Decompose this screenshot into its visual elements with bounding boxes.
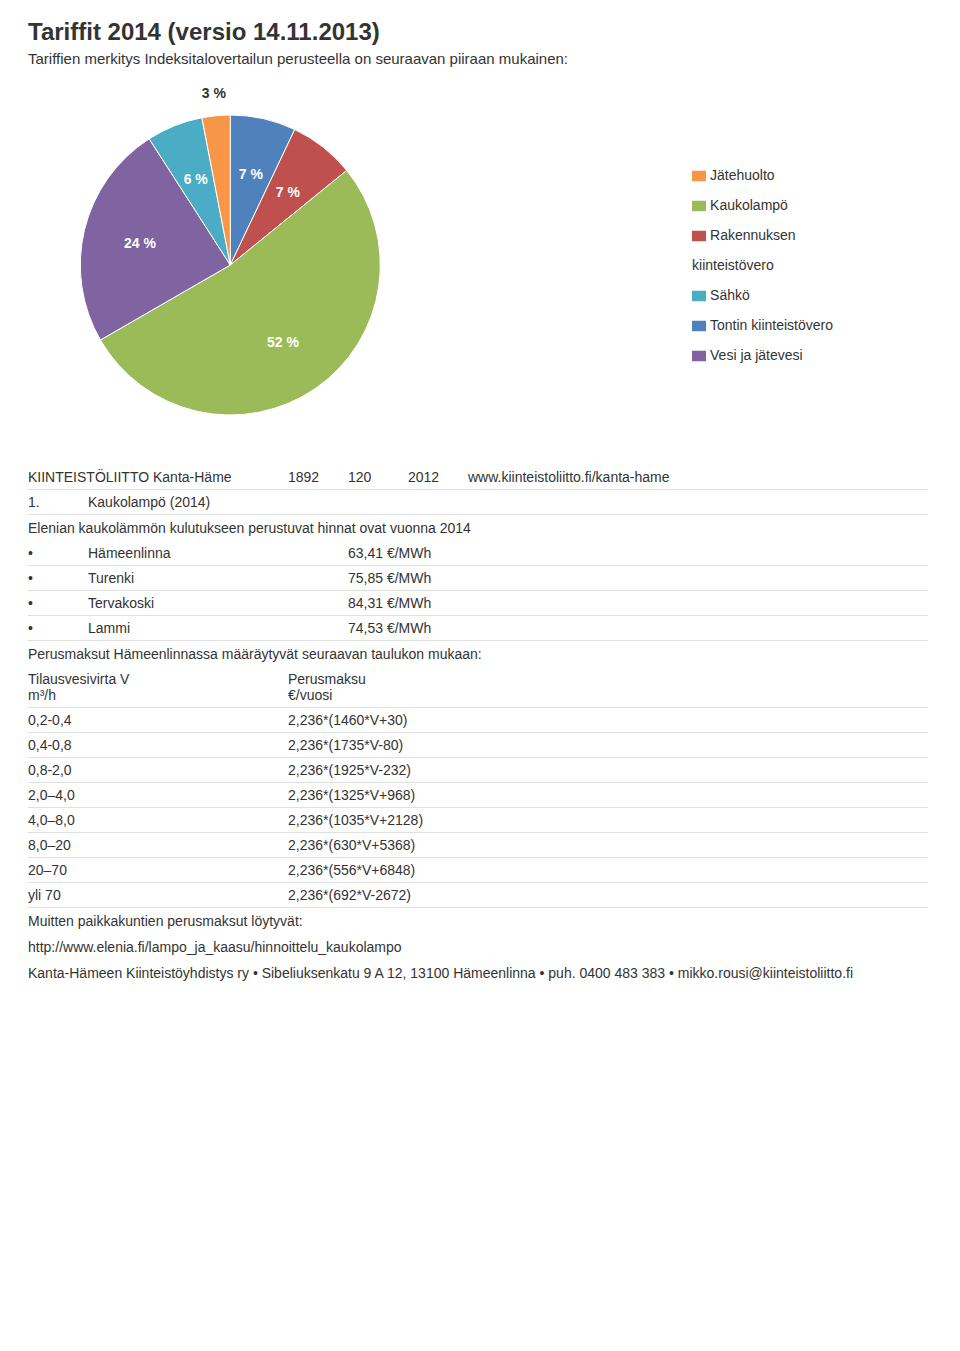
- html-text:Hämeenlinna: Hämeenlinna: [88, 545, 171, 561]
- html-text:Tervakoski: Tervakoski: [88, 595, 155, 611]
- html-text:4,0–8,0: 4,0–8,0: [28, 812, 75, 828]
- html-text:75,85 €/MWh: 75,85 €/MWh: [348, 570, 432, 586]
- html-text:Lammi: Lammi: [88, 620, 130, 636]
- svg-text:7 %: 7 %: [239, 166, 264, 182]
- html-text:Kaukolampö (2014): Kaukolampö (2014): [88, 494, 211, 510]
- html-text:Perusmaksu €/vuosi: Perusmaksu €/vuosi: [288, 671, 366, 703]
- html-text:Tilausvesivirta V m³/h: Tilausvesivirta V m³/h: [28, 671, 130, 703]
- html-text:0,2-0,4: 0,2-0,4: [28, 712, 72, 728]
- html-text:74,53 €/MWh: 74,53 €/MWh: [348, 620, 432, 636]
- html-text:yli 70: yli 70: [28, 887, 61, 903]
- html-text:Kaukolampö: Kaukolampö: [710, 197, 788, 213]
- html-text:2,236*(692*V-2672): 2,236*(692*V-2672): [288, 887, 411, 903]
- html-text:1.: 1.: [28, 494, 40, 510]
- html-text:Perusmaksut Hämeenlinnassa mää: Perusmaksut Hämeenlinnassa määräytyvät s…: [28, 646, 482, 662]
- html-text:20–70: 20–70: [28, 862, 67, 878]
- svg-text:7 %: 7 %: [276, 184, 301, 200]
- html-text:Tariffien merkitys Indeksitalo: Tariffien merkitys Indeksitalovertailun …: [28, 50, 568, 67]
- html-text:84,31 €/MWh: 84,31 €/MWh: [348, 595, 432, 611]
- html-text:63,41 €/MWh: 63,41 €/MWh: [348, 545, 432, 561]
- html-text:Elenian kaukolämmön kulutuksee: Elenian kaukolämmön kulutukseen perustuv…: [28, 520, 471, 536]
- html-text:2,236*(1460*V+30): 2,236*(1460*V+30): [288, 712, 408, 728]
- svg-text:24 %: 24 %: [124, 235, 156, 251]
- html-text:2,236*(1925*V-232): 2,236*(1925*V-232): [288, 762, 411, 778]
- html-text:http://www.elenia.fi/lampo_ja_: http://www.elenia.fi/lampo_ja_kaasu/hinn…: [28, 939, 402, 955]
- html-text:Tontin kiinteistövero: Tontin kiinteistövero: [710, 317, 833, 333]
- html-text:2,236*(1035*V+2128): 2,236*(1035*V+2128): [288, 812, 424, 828]
- html-text:2,0–4,0: 2,0–4,0: [28, 787, 75, 803]
- html-text:Muitten paikkakuntien perusmak: Muitten paikkakuntien perusmaksut löytyv…: [28, 913, 303, 929]
- svg-text:52 %: 52 %: [267, 334, 299, 350]
- html-text:Tariffit 2014 (versio 14.11.20: Tariffit 2014 (versio 14.11.2013): [28, 18, 380, 45]
- svg-text:6 %: 6 %: [184, 171, 209, 187]
- html-text:Rakennuksen kiinteistövero: Rakennuksen kiinteistövero: [692, 227, 796, 273]
- html-text:1892: 1892: [288, 469, 320, 485]
- html-text:Vesi ja jätevesi: Vesi ja jätevesi: [710, 347, 803, 363]
- html-text:0,4-0,8: 0,4-0,8: [28, 737, 72, 753]
- html-text:Jätehuolto: Jätehuolto: [710, 167, 775, 183]
- html-text:Kanta-Hämeen Kiinteistöyhdisty: Kanta-Hämeen Kiinteistöyhdistys ry • Sib…: [28, 965, 853, 981]
- svg-text:3 %: 3 %: [202, 85, 227, 101]
- html-text:KIINTEISTÖLIITTO Kanta-Häme: KIINTEISTÖLIITTO Kanta-Häme: [28, 469, 232, 485]
- html-text:www.kiinteistoliitto.fi/kanta-: www.kiinteistoliitto.fi/kanta-hame: [468, 469, 670, 485]
- html-text:120: 120: [348, 469, 372, 485]
- html-text:2012: 2012: [408, 469, 440, 485]
- html-text:8,0–20: 8,0–20: [28, 837, 71, 853]
- html-text:Turenki: Turenki: [88, 570, 135, 586]
- html-text:2,236*(630*V+5368): 2,236*(630*V+5368): [288, 837, 416, 853]
- html-text:0,8-2,0: 0,8-2,0: [28, 762, 72, 778]
- html-text:2,236*(1735*V-80): 2,236*(1735*V-80): [288, 737, 404, 753]
- html-text:2,236*(556*V+6848): 2,236*(556*V+6848): [288, 862, 416, 878]
- html-text:2,236*(1325*V+968): 2,236*(1325*V+968): [288, 787, 416, 803]
- html-text:Sähkö: Sähkö: [710, 287, 750, 303]
